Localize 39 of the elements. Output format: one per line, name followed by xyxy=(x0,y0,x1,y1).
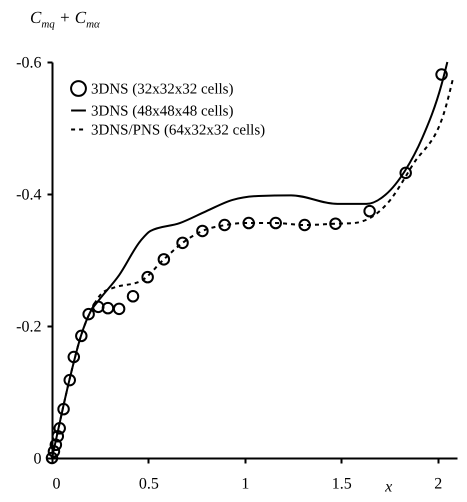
point xyxy=(50,438,62,452)
point xyxy=(242,216,255,230)
point xyxy=(92,300,105,314)
x-tick-label: 1.5 xyxy=(332,476,352,492)
point xyxy=(363,204,376,218)
point xyxy=(102,302,114,314)
legend-label: 3DNS (48x48x48 cells) xyxy=(91,104,234,120)
point xyxy=(75,330,88,342)
point xyxy=(329,217,342,230)
point xyxy=(298,218,311,232)
point xyxy=(82,308,95,320)
point xyxy=(141,270,154,284)
legend-label: 3DNS (32x32x32 cells) xyxy=(91,82,234,98)
x-tick-label: 2 xyxy=(434,476,442,492)
point xyxy=(57,402,70,416)
y-axis-title: C$_{mq}$ + C$_{mα}$ xyxy=(30,8,100,30)
point xyxy=(126,290,140,303)
y-tick-label: 0 xyxy=(34,450,42,468)
point xyxy=(176,236,189,250)
legend-label: 3DNS/PNS (64x32x32 cells) xyxy=(91,122,266,138)
point xyxy=(68,350,80,364)
point xyxy=(64,374,76,386)
point xyxy=(53,422,66,435)
point xyxy=(112,302,126,316)
x-axis-title: x xyxy=(384,478,392,496)
x-tick-label: 1 xyxy=(241,476,250,492)
point xyxy=(48,445,60,458)
y-tick-label: -0.4 xyxy=(16,186,42,204)
point xyxy=(46,452,58,464)
point xyxy=(399,166,412,180)
y-tick-label: -0.6 xyxy=(16,54,42,72)
x-tick-label: 0.5 xyxy=(138,476,159,492)
point xyxy=(158,253,170,266)
point xyxy=(269,216,282,230)
y-tick-label: -0.2 xyxy=(16,318,42,336)
point xyxy=(435,68,448,81)
x-tick-label: 0 xyxy=(52,476,60,492)
point xyxy=(218,218,231,232)
point xyxy=(196,224,209,238)
